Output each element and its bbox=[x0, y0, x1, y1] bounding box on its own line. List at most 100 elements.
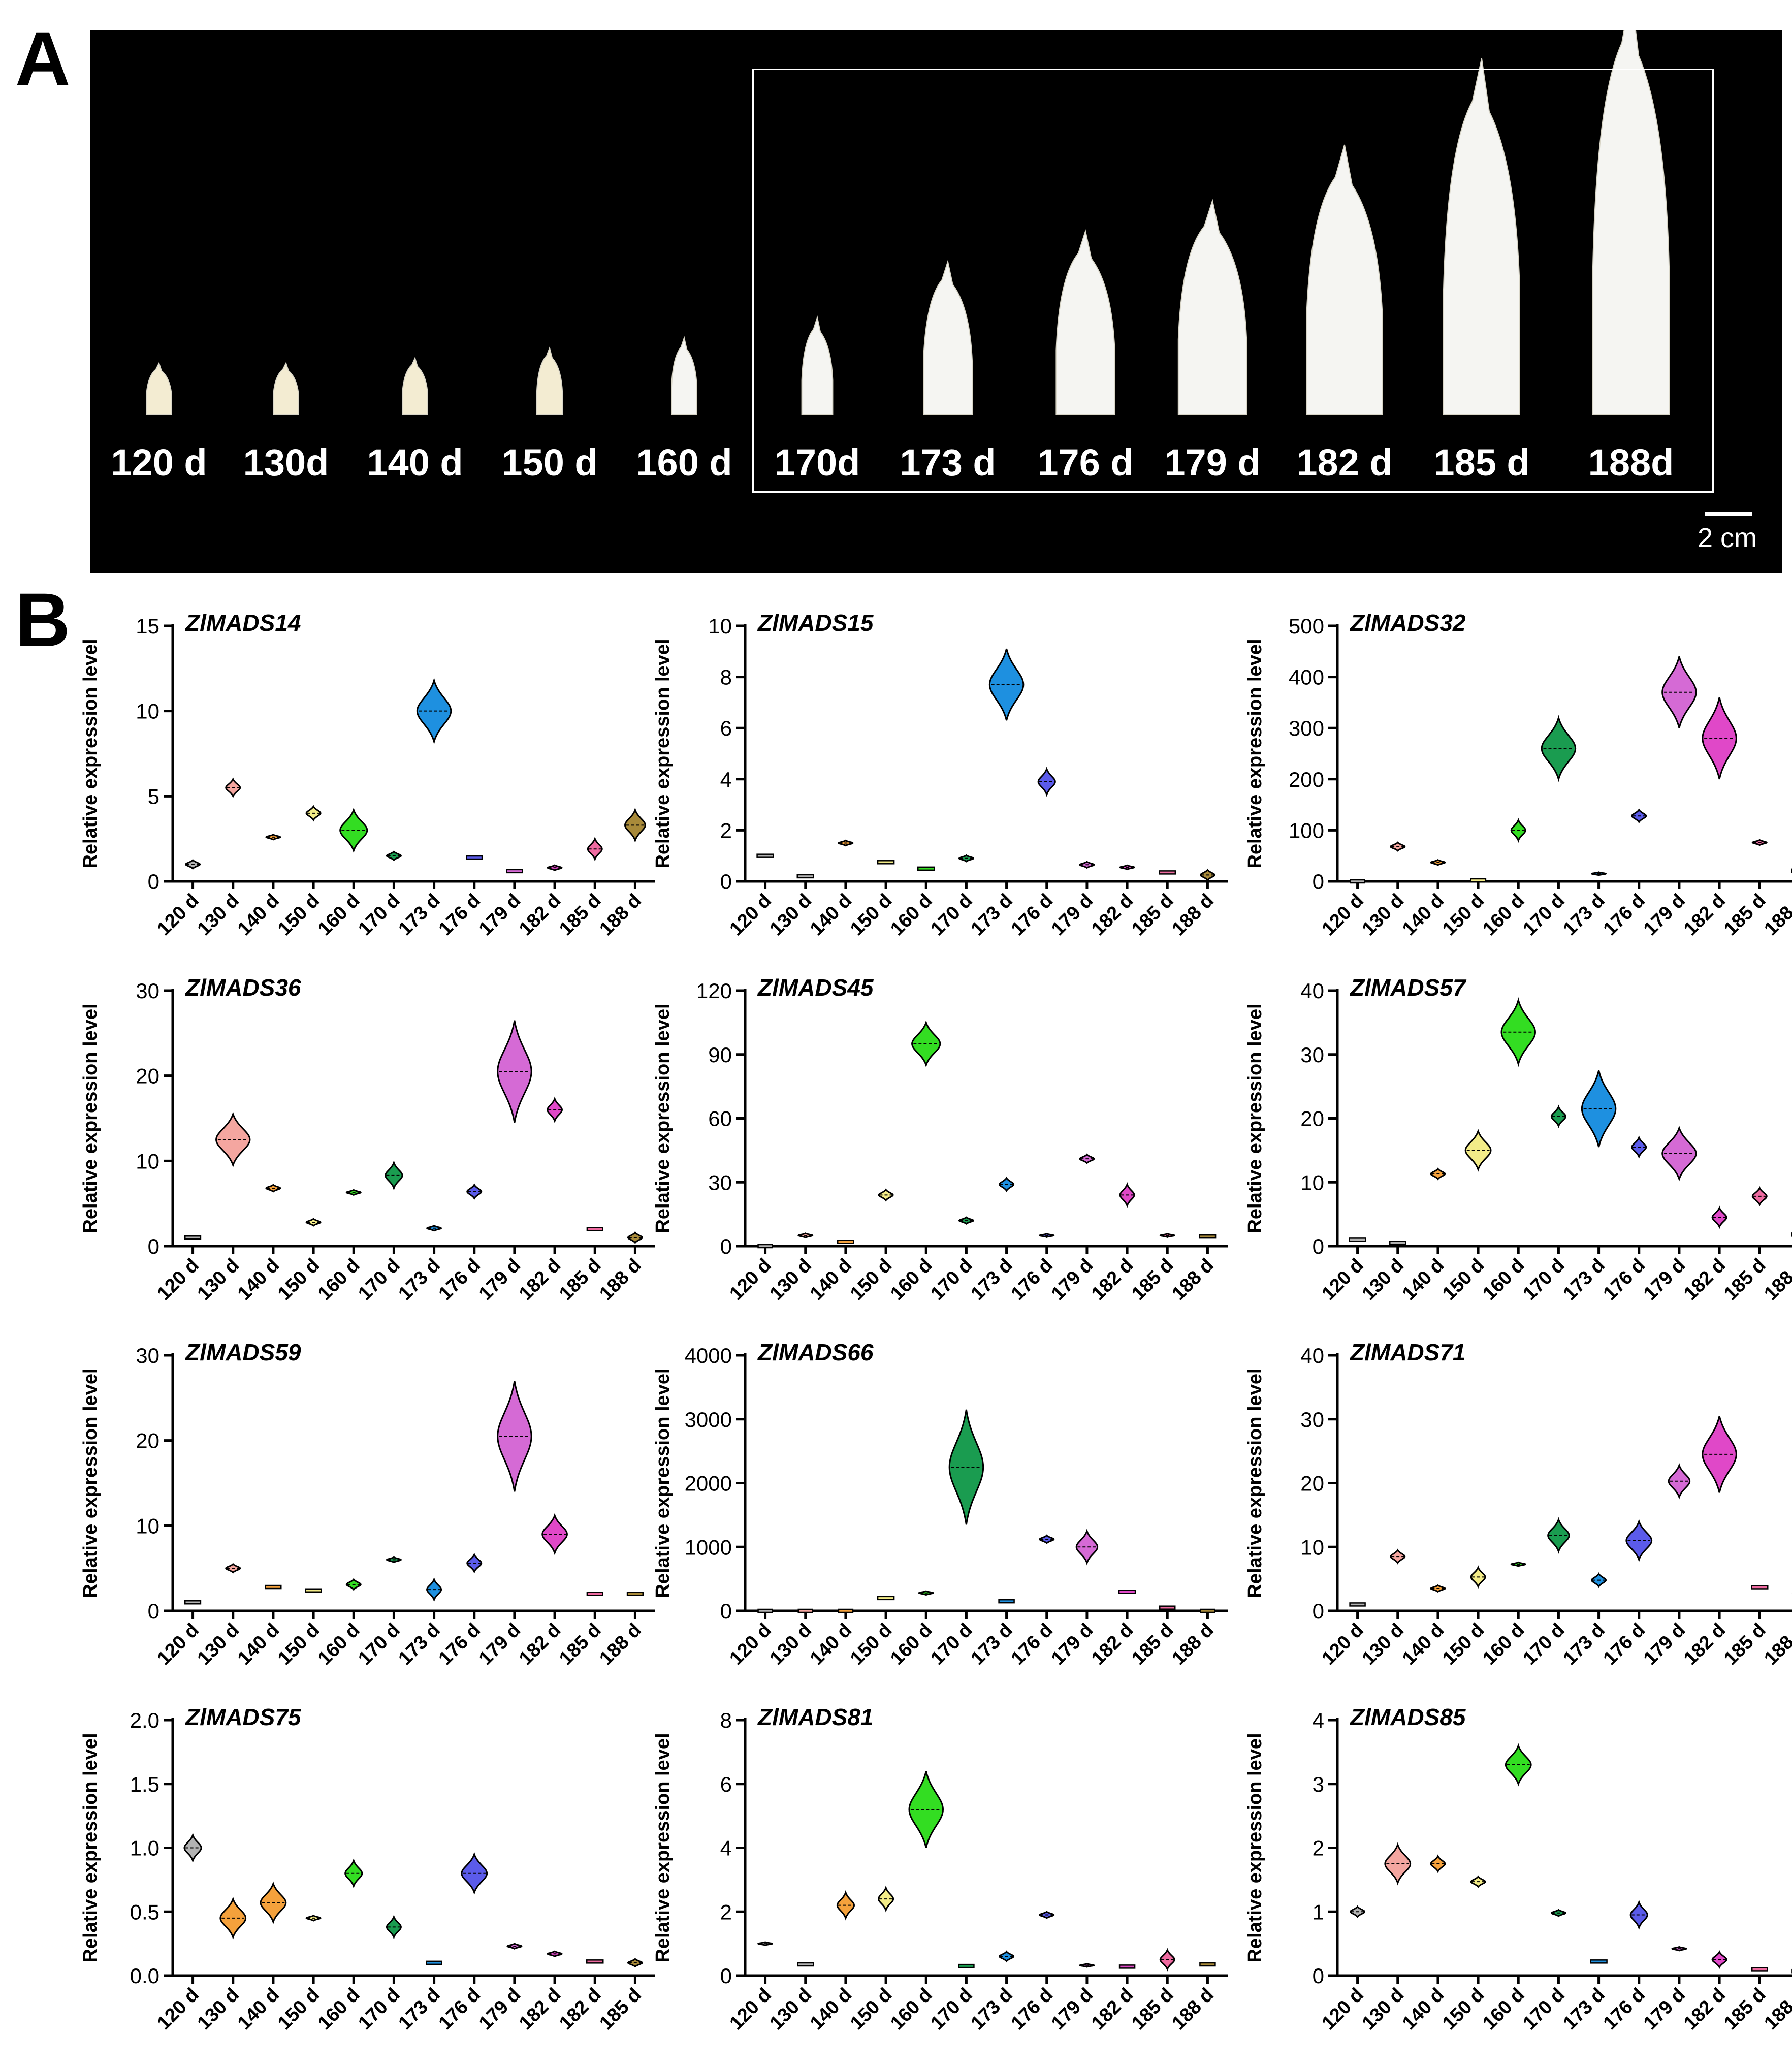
y-tick-label: 30 bbox=[136, 979, 159, 1003]
violin-chart: 0 5 10 15 Relative expression level ZlMADS14 1… bbox=[80, 610, 655, 940]
x-tick-label: 160 d bbox=[886, 1255, 936, 1305]
violin bbox=[757, 1608, 773, 1613]
chart-title: ZlMADS75 bbox=[184, 1704, 302, 1730]
violin bbox=[426, 1960, 442, 1965]
y-tick-label: 0 bbox=[148, 870, 159, 894]
y-tick-label: 0 bbox=[1313, 870, 1324, 894]
x-tick-label: 120 d bbox=[1318, 1255, 1368, 1305]
x-tick-label: 140 d bbox=[234, 1255, 283, 1305]
x-tick-label: 160 d bbox=[1479, 890, 1528, 940]
y-tick-label: 0 bbox=[1313, 1599, 1324, 1623]
violin bbox=[506, 869, 523, 874]
x-tick-label: 182 d bbox=[1087, 1255, 1137, 1305]
violin bbox=[948, 1409, 984, 1525]
x-tick-label: 120 d bbox=[726, 1255, 776, 1305]
x-tick-label: 182 d bbox=[1680, 1255, 1730, 1305]
x-tick-label: 140 d bbox=[1398, 890, 1448, 940]
y-tick-label: 3 bbox=[1313, 1772, 1324, 1796]
violin-chart: 0 10 20 30 40 Relative expression level ZlMADS… bbox=[1244, 974, 1792, 1305]
y-tick-label: 10 bbox=[136, 1514, 159, 1538]
x-tick-label: 150 d bbox=[1438, 1619, 1488, 1669]
x-tick-label: 188 d bbox=[1168, 1255, 1218, 1305]
x-tick-label: 173 d bbox=[967, 1984, 1017, 2034]
x-tick-label: 170 d bbox=[1519, 1255, 1569, 1305]
x-tick-label: 179 d bbox=[475, 1984, 525, 2034]
x-tick-label: 140 d bbox=[806, 1619, 856, 1669]
y-tick-label: 8 bbox=[720, 665, 732, 689]
x-tick-label: 179 d bbox=[1047, 1255, 1097, 1305]
x-tick-label: 120 d bbox=[1318, 890, 1368, 940]
y-axis-label: Relative expression level bbox=[652, 639, 674, 868]
x-tick-label: 120 d bbox=[153, 1255, 203, 1305]
stage-label: 150 d bbox=[501, 441, 598, 484]
y-tick-label: 0 bbox=[148, 1234, 159, 1258]
violin bbox=[586, 1227, 603, 1231]
x-tick-label: 173 d bbox=[967, 1255, 1017, 1305]
x-tick-label: 185 d bbox=[555, 1619, 605, 1669]
y-tick-label: 1.5 bbox=[130, 1772, 159, 1796]
x-tick-label: 188 d bbox=[1168, 1984, 1218, 2034]
y-tick-label: 8 bbox=[720, 1708, 732, 1732]
violin bbox=[1349, 1602, 1366, 1607]
x-tick-label: 185 d bbox=[555, 890, 605, 940]
y-tick-label: 2 bbox=[720, 1900, 732, 1924]
x-tick-label: 185 d bbox=[1720, 1619, 1770, 1669]
x-tick-label: 150 d bbox=[274, 1255, 324, 1305]
y-tick-label: 15 bbox=[136, 614, 159, 638]
violin bbox=[1075, 1529, 1099, 1566]
chart-title: ZlMADS85 bbox=[1349, 1704, 1466, 1730]
violin-chart: 0 30 60 90 120 Relative expression level ZlMAD… bbox=[652, 974, 1228, 1305]
violin bbox=[988, 648, 1025, 721]
violin bbox=[1547, 1517, 1570, 1554]
violin bbox=[215, 1111, 251, 1168]
x-tick-label: 150 d bbox=[846, 890, 896, 940]
y-tick-label: 2 bbox=[1313, 1836, 1324, 1860]
x-tick-label: 188 d bbox=[1760, 890, 1792, 940]
x-tick-label: 170 d bbox=[926, 1255, 976, 1305]
x-tick-label: 173 d bbox=[1559, 890, 1609, 940]
violin bbox=[796, 874, 814, 879]
y-tick-label: 100 bbox=[1289, 818, 1324, 842]
x-tick-label: 173 d bbox=[1559, 1255, 1609, 1305]
y-tick-label: 40 bbox=[1300, 979, 1324, 1003]
x-tick-label: 160 d bbox=[314, 890, 364, 940]
x-tick-label: 120 d bbox=[153, 890, 203, 940]
violin bbox=[184, 1600, 202, 1605]
y-tick-label: 4 bbox=[720, 768, 732, 791]
x-tick-label: 150 d bbox=[846, 1984, 896, 2034]
shoot-images bbox=[146, 30, 1670, 415]
violin bbox=[1668, 1463, 1691, 1500]
violin bbox=[497, 1381, 532, 1492]
x-tick-label: 130 d bbox=[766, 1255, 816, 1305]
violin bbox=[1349, 1237, 1366, 1242]
chart-title: ZlMADS36 bbox=[184, 974, 301, 1001]
chart-title: ZlMADS45 bbox=[757, 974, 874, 1001]
x-tick-label: 173 d bbox=[395, 1619, 444, 1669]
x-tick-label: 179 d bbox=[1640, 1619, 1689, 1669]
x-tick-label: 179 d bbox=[475, 1619, 525, 1669]
y-tick-label: 0.0 bbox=[130, 1964, 159, 1988]
x-tick-label: 188 d bbox=[595, 1255, 645, 1305]
x-tick-label: 150 d bbox=[274, 890, 324, 940]
chart-title: ZlMADS57 bbox=[1349, 974, 1467, 1001]
shoot-image bbox=[1306, 144, 1383, 415]
x-tick-label: 120 d bbox=[153, 1984, 203, 2034]
y-tick-label: 0 bbox=[148, 1599, 159, 1623]
x-tick-label: 150 d bbox=[846, 1255, 896, 1305]
x-tick-label: 188 d bbox=[595, 890, 645, 940]
x-tick-label: 176 d bbox=[435, 890, 485, 940]
violin bbox=[838, 1608, 854, 1613]
chart-title: ZlMADS32 bbox=[1349, 610, 1466, 636]
y-tick-label: 1 bbox=[1313, 1900, 1324, 1924]
x-tick-label: 179 d bbox=[1640, 1255, 1689, 1305]
x-tick-label: 170 d bbox=[926, 1984, 976, 2034]
y-tick-label: 500 bbox=[1289, 614, 1324, 638]
y-tick-label: 0 bbox=[720, 1599, 732, 1623]
x-tick-label: 140 d bbox=[234, 1984, 283, 2034]
y-tick-label: 4 bbox=[720, 1836, 732, 1860]
x-tick-label: 176 d bbox=[1007, 1255, 1057, 1305]
x-tick-label: 185 d bbox=[1128, 1619, 1177, 1669]
violin bbox=[1200, 1608, 1215, 1613]
violin bbox=[1389, 1241, 1406, 1245]
y-tick-label: 0.5 bbox=[130, 1900, 159, 1924]
